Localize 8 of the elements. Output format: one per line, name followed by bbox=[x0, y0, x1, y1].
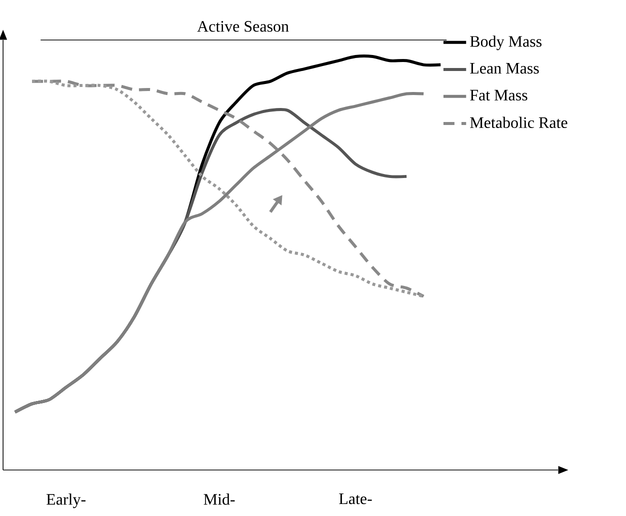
legend-label: Metabolic Rate bbox=[470, 116, 568, 128]
legend-label: Lean Mass bbox=[470, 63, 539, 74]
x-tick-label: Early- bbox=[46, 494, 86, 508]
x-tick-label: Mid- bbox=[204, 494, 235, 505]
legend-label: Fat Mass bbox=[470, 90, 528, 101]
x-tick-label: Late- bbox=[339, 494, 372, 504]
legend-label: Body Mass bbox=[470, 36, 542, 50]
text: Active Season bbox=[197, 21, 289, 32]
